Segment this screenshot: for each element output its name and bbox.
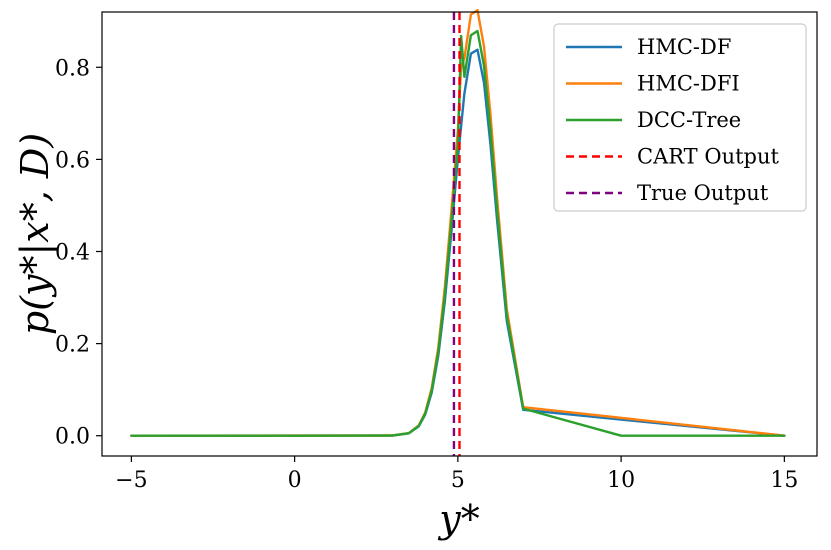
x-axis-label: y* [437,497,479,541]
legend-box [553,23,807,212]
y-tick-label: 0.0 [55,425,90,450]
x-tick-label: 0 [288,468,302,493]
y-axis-label: p(y*|x*, D) [13,133,57,335]
axes-frame [101,11,818,457]
y-tick-label: 0.4 [55,241,90,266]
legend-label: HMC-DF [637,35,731,59]
legend: HMC-DF HMC-DFI DCC-Tree CART Output True Out… [553,23,807,212]
legend-label: DCC-Tree [637,108,741,132]
legend-label: HMC-DFI [637,72,740,96]
plot-layer [130,8,786,456]
legend-label: True Output [637,181,769,205]
legend-label: CART Output [637,145,780,169]
x-tick-label: −5 [115,468,147,493]
y-tick-label: 0.2 [55,333,90,358]
x-tick-label: 5 [451,468,465,493]
legend-items: HMC-DF HMC-DFI DCC-Tree CART Output True Out… [566,35,780,205]
y-tick-label: 0.6 [55,148,90,173]
x-tick-label: 10 [607,468,635,493]
y-tick-label: 0.8 [55,56,90,81]
ticks-layer: −5 0 5 10 15 0.0 0.2 0.4 0.6 0.8 [55,56,798,493]
x-tick-label: 15 [770,468,798,493]
